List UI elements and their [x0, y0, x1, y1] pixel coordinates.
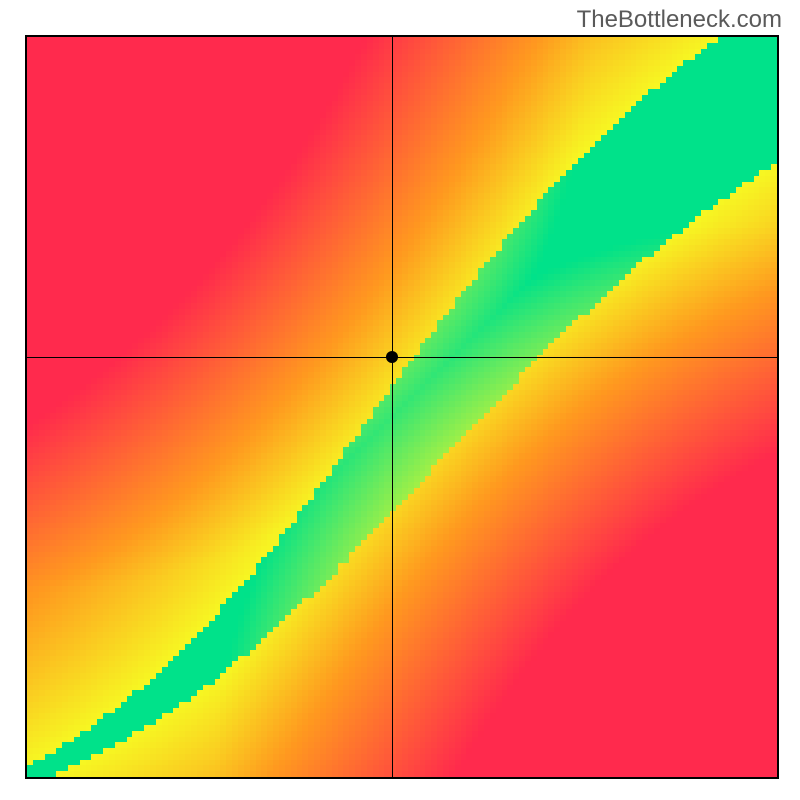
crosshair-horizontal — [27, 357, 777, 358]
crosshair-vertical — [392, 37, 393, 777]
watermark-text: TheBottleneck.com — [577, 6, 782, 34]
crosshair-marker — [386, 351, 398, 363]
heatmap-plot — [25, 35, 779, 779]
heatmap-canvas — [27, 37, 777, 777]
